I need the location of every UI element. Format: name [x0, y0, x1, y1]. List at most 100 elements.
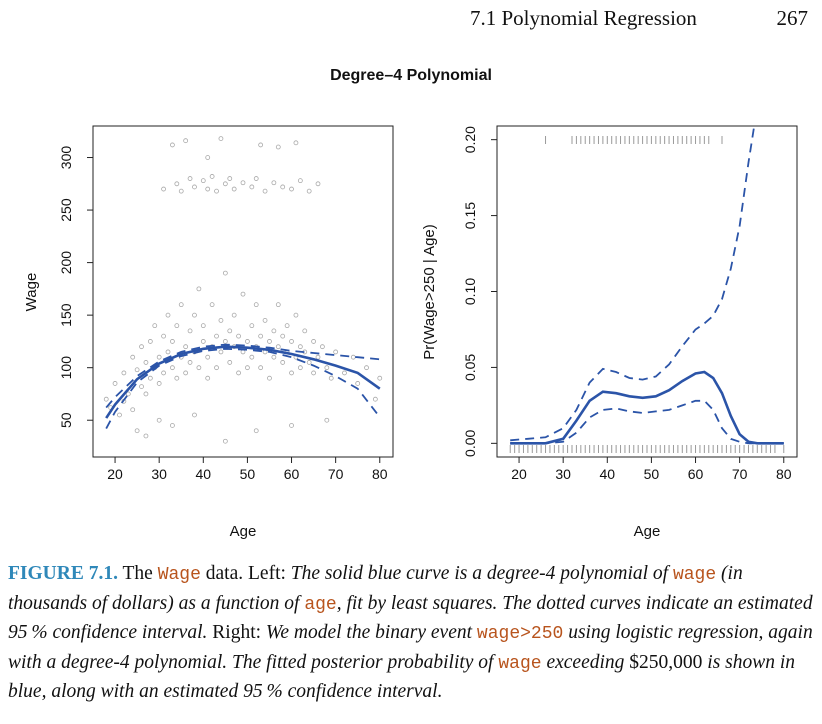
data-point — [200, 178, 206, 184]
caption-italic: The solid blue curve is a degree-4 polyn… — [290, 563, 673, 584]
caption-code: wage — [498, 653, 542, 674]
data-point — [205, 186, 211, 192]
data-point — [306, 360, 312, 365]
caption-label: FIGURE 7.1. — [8, 563, 118, 584]
data-point — [222, 181, 228, 187]
data-point — [205, 354, 211, 360]
data-point — [258, 333, 264, 339]
data-point — [280, 184, 286, 190]
data-point — [328, 375, 334, 381]
data-point — [311, 370, 316, 376]
data-point — [170, 142, 175, 148]
data-point — [253, 428, 259, 434]
left-y-tick-label: 300 — [58, 146, 74, 170]
confidence-band-line — [105, 347, 381, 430]
data-point — [333, 349, 339, 355]
data-point — [183, 344, 189, 350]
caption-text: The — [117, 563, 158, 584]
caption-text: Right: — [207, 622, 266, 643]
left-scatter-points — [103, 136, 383, 444]
data-point — [280, 360, 286, 365]
data-point — [289, 186, 294, 192]
data-point — [236, 370, 241, 376]
data-point — [297, 178, 303, 184]
data-point — [183, 370, 189, 376]
right-x-tick-label: 70 — [732, 466, 748, 482]
data-point — [143, 433, 149, 439]
data-point — [222, 438, 228, 444]
data-point — [170, 423, 175, 428]
data-point — [174, 323, 180, 329]
data-point — [183, 138, 189, 144]
data-point — [156, 417, 162, 423]
caption-italic: We model the binary event — [265, 622, 477, 643]
data-point — [350, 354, 356, 360]
data-point — [293, 140, 299, 146]
data-point — [112, 381, 118, 386]
right-x-tick-label: 60 — [688, 466, 704, 482]
left-x-axis: 20 30 40 50 60 70 80 — [107, 457, 388, 482]
data-point — [311, 339, 316, 344]
confidence-band-line — [105, 343, 380, 409]
data-point — [271, 180, 277, 186]
left-x-tick-label: 50 — [240, 466, 256, 482]
left-x-tick-label: 20 — [107, 466, 123, 482]
data-point — [156, 381, 162, 386]
data-point — [293, 312, 299, 318]
data-point — [355, 381, 361, 386]
data-point — [147, 339, 153, 344]
left-x-tick-label: 70 — [328, 466, 344, 482]
left-x-tick-label: 30 — [151, 466, 167, 482]
figure-suptitle: Degree–4 Polynomial — [330, 67, 492, 84]
left-y-tick-label: 150 — [58, 303, 74, 327]
data-point — [302, 328, 308, 334]
left-y-tick-label: 100 — [58, 356, 74, 380]
data-point — [262, 317, 268, 323]
data-point — [227, 328, 233, 334]
right-x-tick-label: 20 — [511, 466, 527, 482]
data-point — [192, 312, 197, 318]
data-point — [174, 181, 180, 187]
data-point — [178, 302, 184, 308]
data-point — [214, 365, 219, 371]
data-point — [200, 339, 206, 344]
caption-code: wage — [672, 565, 717, 585]
data-point — [289, 423, 294, 428]
data-point — [240, 291, 246, 297]
data-point — [258, 142, 264, 148]
data-point — [205, 155, 211, 160]
data-point — [152, 323, 158, 329]
caption-italic: , fit by least squares. The dotted curve… — [8, 592, 813, 644]
left-y-label: Wage — [23, 273, 40, 312]
caption-italic: is shown in blue, along with an estimate… — [8, 651, 796, 703]
section-title: 7.1 Polynomial Regression — [470, 6, 697, 30]
right-x-tick-label: 80 — [776, 466, 792, 482]
data-point — [161, 186, 166, 192]
data-point — [205, 375, 211, 381]
data-point — [275, 302, 281, 308]
left-y-tick-label: 50 — [58, 412, 74, 428]
data-point — [161, 333, 166, 339]
data-point — [103, 396, 109, 402]
data-point — [214, 333, 219, 339]
data-point — [218, 349, 224, 355]
data-point — [342, 370, 347, 376]
data-point — [320, 344, 325, 350]
right-y-label: Pr(Wage>250 | Age) — [421, 224, 438, 360]
data-point — [372, 396, 378, 402]
caption-text: $250,000 — [629, 651, 703, 673]
data-point — [306, 188, 312, 194]
data-point — [364, 365, 369, 371]
left-x-tick-label: 40 — [196, 466, 212, 482]
fit-line — [105, 345, 381, 419]
data-point — [196, 286, 202, 292]
data-point — [170, 365, 175, 371]
right-x-tick-label: 30 — [555, 466, 571, 482]
data-point — [156, 354, 162, 360]
right-x-label: Age — [634, 523, 661, 540]
data-point — [253, 302, 259, 308]
caption-italic: using logistic regression, again with a … — [8, 622, 813, 673]
left-y-axis: 50 100 150 200 250 300 — [58, 146, 93, 428]
data-point — [227, 176, 233, 181]
running-head: 7.1 Polynomial Regression 267 — [470, 6, 814, 32]
